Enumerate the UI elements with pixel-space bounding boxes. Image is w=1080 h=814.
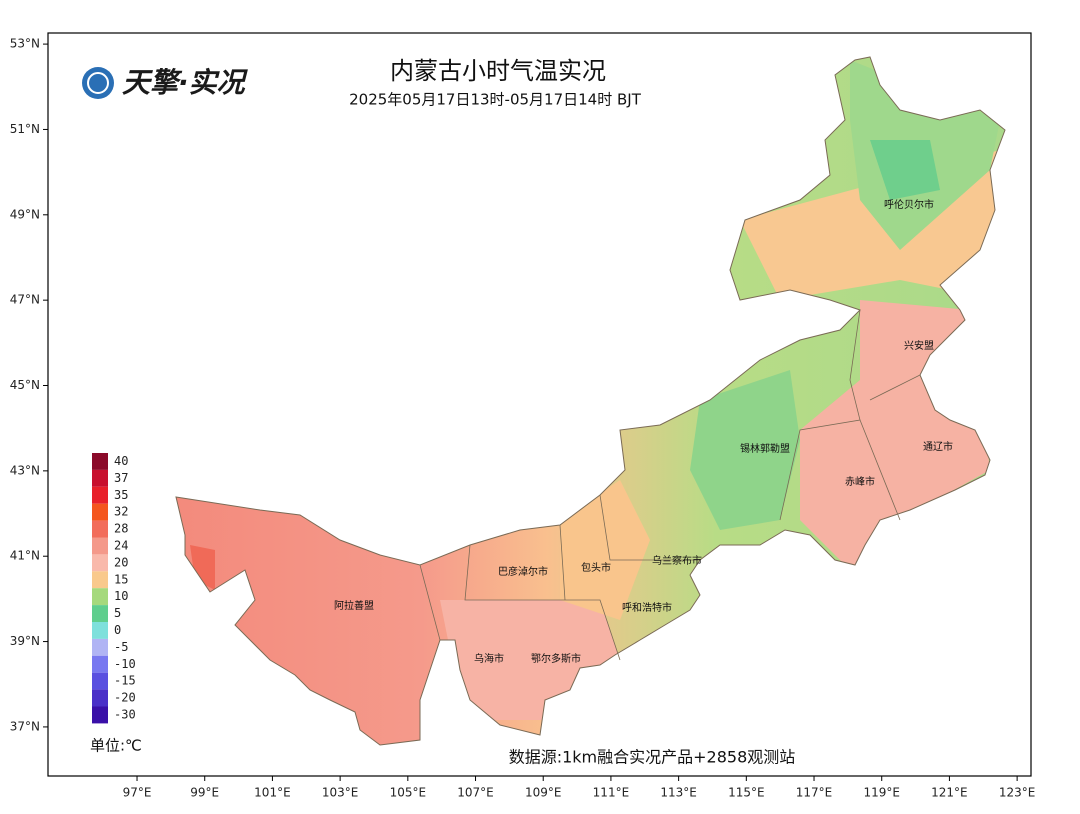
legend-label: 37	[114, 471, 128, 485]
region-label: 巴彦淖尔市	[498, 565, 548, 578]
legend-label: 40	[114, 454, 128, 468]
region-label: 阿拉善盟	[334, 599, 374, 612]
y-tick-label: 39°N	[10, 634, 40, 648]
legend-swatch	[92, 453, 108, 470]
x-tick-label: 123°E	[999, 786, 1036, 800]
legend-swatch	[92, 554, 108, 572]
legend-swatch	[92, 588, 108, 606]
x-tick-label: 115°E	[728, 786, 765, 800]
region-label: 乌兰察布市	[652, 554, 702, 567]
legend-swatch	[92, 605, 108, 622]
legend-label: 10	[114, 589, 128, 603]
legend-swatch	[92, 503, 108, 521]
region-label: 呼和浩特市	[622, 601, 672, 614]
region-label: 兴安盟	[904, 339, 934, 352]
legend-swatch	[92, 571, 108, 589]
x-tick-label: 103°E	[322, 786, 359, 800]
x-tick-label: 119°E	[863, 786, 900, 800]
region-label: 呼伦贝尔市	[884, 198, 934, 211]
y-tick-label: 53°N	[10, 37, 40, 51]
legend-label: -10	[114, 657, 136, 671]
legend-label: -5	[114, 640, 128, 654]
region-label: 包头市	[581, 561, 611, 574]
temperature-patch	[690, 370, 800, 530]
logo: 天擎·实况	[82, 66, 249, 99]
legend-unit: 单位:℃	[90, 737, 142, 755]
legend-label: -15	[114, 674, 136, 688]
legend-swatch	[92, 706, 108, 724]
x-tick-label: 113°E	[660, 786, 697, 800]
x-tick-label: 97°E	[123, 786, 152, 800]
legend-label: -20	[114, 691, 136, 705]
region-outline	[175, 56, 1006, 746]
legend-swatch	[92, 689, 108, 707]
x-tick-label: 109°E	[525, 786, 562, 800]
logo-icon	[87, 72, 109, 94]
x-tick-label: 105°E	[390, 786, 427, 800]
legend-swatch	[92, 486, 108, 504]
legend-label: 35	[114, 488, 128, 502]
region-label: 通辽市	[923, 440, 953, 453]
region-label: 鄂尔多斯市	[531, 652, 581, 665]
temperature-patch	[870, 140, 940, 200]
x-tick-label: 107°E	[457, 786, 494, 800]
y-tick-label: 43°N	[10, 463, 40, 477]
legend-swatch	[92, 520, 108, 538]
region-label: 赤峰市	[845, 475, 875, 488]
logo-text: 天擎·实况	[122, 66, 249, 99]
legend-swatch	[92, 638, 108, 656]
map-title: 内蒙古小时气温实况	[390, 57, 606, 85]
legend-swatch	[92, 537, 108, 555]
y-tick-label: 51°N	[10, 122, 40, 136]
y-tick-label: 47°N	[10, 293, 40, 307]
legend-label: 20	[114, 555, 128, 569]
y-tick-label: 45°N	[10, 378, 40, 392]
temperature-patch	[560, 480, 650, 620]
region-label: 锡林郭勒盟	[740, 442, 790, 455]
x-tick-label: 121°E	[931, 786, 968, 800]
legend-swatch	[92, 622, 108, 639]
data-source: 数据源:1km融合实况产品+2858观测站	[509, 748, 796, 767]
region-label: 乌海市	[474, 652, 504, 665]
map-subtitle: 2025年05月17日13时-05月17日14时 BJT	[349, 91, 642, 109]
legend-swatch	[92, 672, 108, 690]
legend-swatch	[92, 655, 108, 673]
legend-label: 5	[114, 606, 121, 620]
x-tick-label: 117°E	[796, 786, 833, 800]
legend-label: -30	[114, 707, 136, 721]
y-tick-label: 37°N	[10, 719, 40, 733]
legend-label: 0	[114, 623, 121, 637]
x-tick-label: 111°E	[593, 786, 630, 800]
legend-swatch	[92, 469, 108, 487]
legend-label: 15	[114, 572, 128, 586]
x-tick-label: 101°E	[254, 786, 291, 800]
y-tick-label: 41°N	[10, 549, 40, 563]
legend-label: 24	[114, 538, 128, 552]
y-tick-label: 49°N	[10, 207, 40, 221]
logo-icon	[82, 67, 114, 99]
legend-label: 28	[114, 522, 128, 536]
legend-label: 32	[114, 505, 128, 519]
region-border	[419, 309, 921, 661]
x-tick-label: 99°E	[190, 786, 219, 800]
